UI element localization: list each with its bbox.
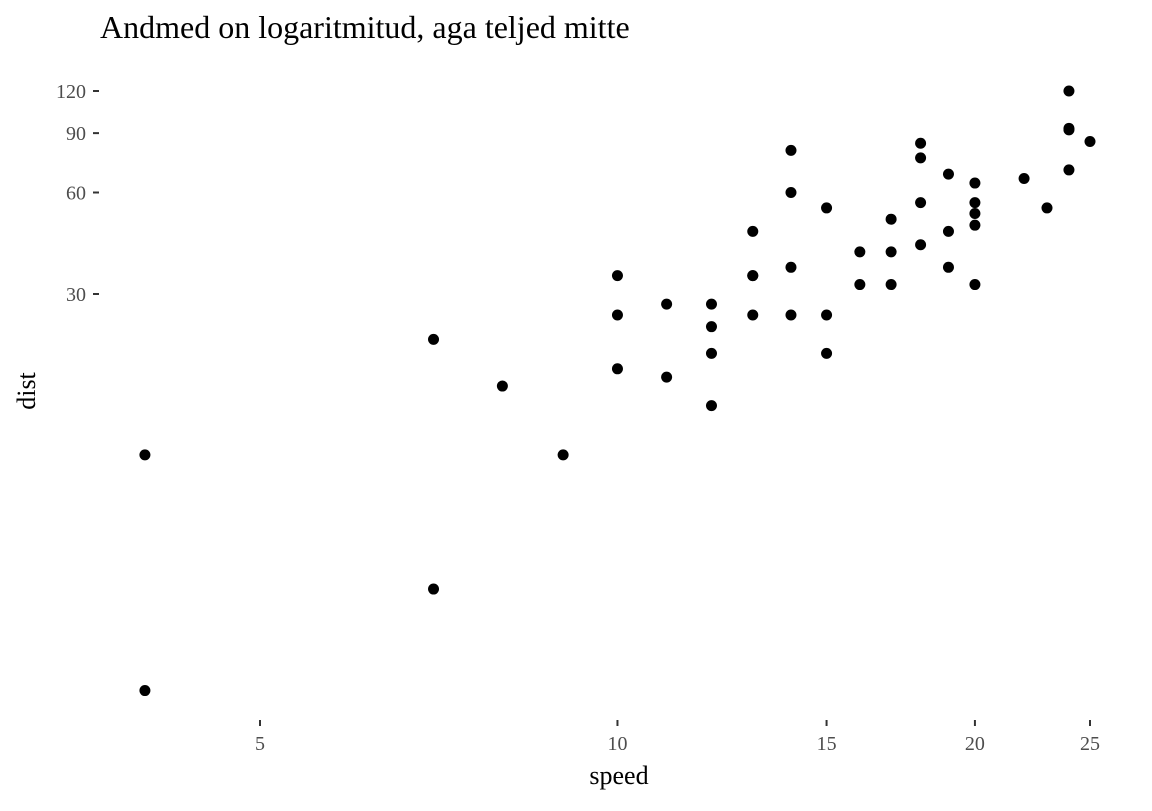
y-tick-label: 30 (66, 284, 86, 306)
data-point (496, 380, 508, 392)
data-point (969, 177, 981, 189)
data-point (942, 261, 954, 273)
data-point (747, 309, 759, 321)
y-axis: 30 60 90 120 (56, 81, 99, 306)
points-layer (139, 85, 1096, 697)
data-point (705, 400, 717, 412)
data-point (611, 363, 623, 375)
data-point (885, 213, 897, 225)
x-tick-label: 15 (817, 733, 837, 755)
y-tick-label: 90 (66, 123, 86, 145)
data-point (139, 449, 151, 461)
data-point (915, 152, 927, 164)
data-point (1041, 202, 1053, 214)
data-point (885, 279, 897, 291)
data-point (785, 144, 797, 156)
x-axis: 5 10 15 20 25 (255, 720, 1100, 755)
data-point (1063, 85, 1075, 97)
data-point (969, 279, 981, 291)
data-point (611, 309, 623, 321)
y-tick-label: 120 (56, 81, 86, 103)
data-point (705, 321, 717, 333)
data-point (661, 371, 673, 383)
data-point (1084, 135, 1096, 147)
x-axis-label: speed (589, 761, 648, 790)
data-point (885, 246, 897, 258)
data-point (705, 347, 717, 359)
data-point (915, 137, 927, 149)
data-point (969, 197, 981, 209)
data-point (821, 202, 833, 214)
data-point (611, 270, 623, 282)
data-point (1063, 164, 1075, 176)
data-point (821, 347, 833, 359)
data-point (428, 333, 440, 345)
data-point (821, 309, 833, 321)
data-point (969, 207, 981, 219)
data-point (942, 225, 954, 237)
data-point (969, 219, 981, 231)
x-tick-label: 10 (607, 733, 627, 755)
data-point (785, 309, 797, 321)
data-point (1063, 122, 1075, 134)
y-tick-label: 60 (66, 183, 86, 205)
x-tick-label: 20 (965, 733, 985, 755)
data-point (942, 168, 954, 180)
data-point (557, 449, 569, 461)
data-point (854, 246, 866, 258)
data-point (705, 298, 717, 310)
data-point (661, 298, 673, 310)
y-axis-label: dist (12, 371, 41, 409)
data-point (747, 270, 759, 282)
data-point (915, 239, 927, 251)
data-point (915, 197, 927, 209)
data-point (428, 583, 440, 595)
data-point (785, 261, 797, 273)
data-point (1018, 173, 1030, 185)
x-tick-label: 25 (1080, 733, 1100, 755)
x-tick-label: 5 (255, 733, 265, 755)
data-point (139, 685, 151, 697)
chart-title: Andmed on logaritmitud, aga teljed mitte (100, 9, 630, 45)
data-point (747, 225, 759, 237)
data-point (854, 279, 866, 291)
data-point (785, 187, 797, 198)
